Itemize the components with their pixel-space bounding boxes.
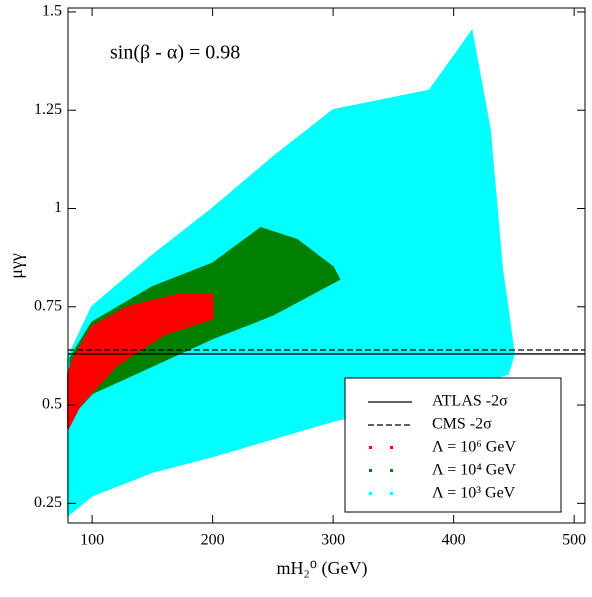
- legend-box: [344, 377, 562, 513]
- annotation: sin(β - α) = 0.98: [110, 42, 240, 64]
- legend-label: Λ = 10⁴ GeV: [432, 462, 516, 479]
- y-tick-label: 0.5: [42, 396, 62, 413]
- plot-frame: [67, 7, 586, 524]
- x-tick-label: 300: [321, 532, 345, 549]
- legend-marker: [390, 469, 393, 472]
- y-tick-label: 1.25: [34, 101, 62, 118]
- x-tick-label: 500: [562, 532, 586, 549]
- legend-marker: [369, 492, 372, 495]
- x-tick-label: 200: [201, 532, 225, 549]
- legend-marker: [390, 446, 393, 449]
- legend-label: ATLAS -2σ: [432, 393, 508, 410]
- x-axis-label: mH₂⁰ (GeV): [277, 558, 368, 579]
- legend-label: CMS -2σ: [432, 416, 492, 433]
- legend-label: Λ = 10³ GeV: [432, 485, 516, 502]
- y-axis-label: μγγ: [6, 253, 26, 279]
- legend-marker: [369, 446, 372, 449]
- legend-label: Λ = 10⁶ GeV: [432, 439, 516, 456]
- y-tick-label: 1: [54, 199, 62, 216]
- x-tick-label: 100: [80, 532, 104, 549]
- legend-marker: [390, 492, 393, 495]
- point-cloud: [67, 293, 214, 430]
- y-tick-label: 0.25: [34, 494, 62, 511]
- legend-marker: [369, 469, 372, 472]
- x-tick-label: 400: [442, 532, 466, 549]
- y-tick-label: 0.75: [34, 297, 62, 314]
- point-cloud: [69, 227, 341, 420]
- y-tick-label: 1.5: [42, 3, 62, 20]
